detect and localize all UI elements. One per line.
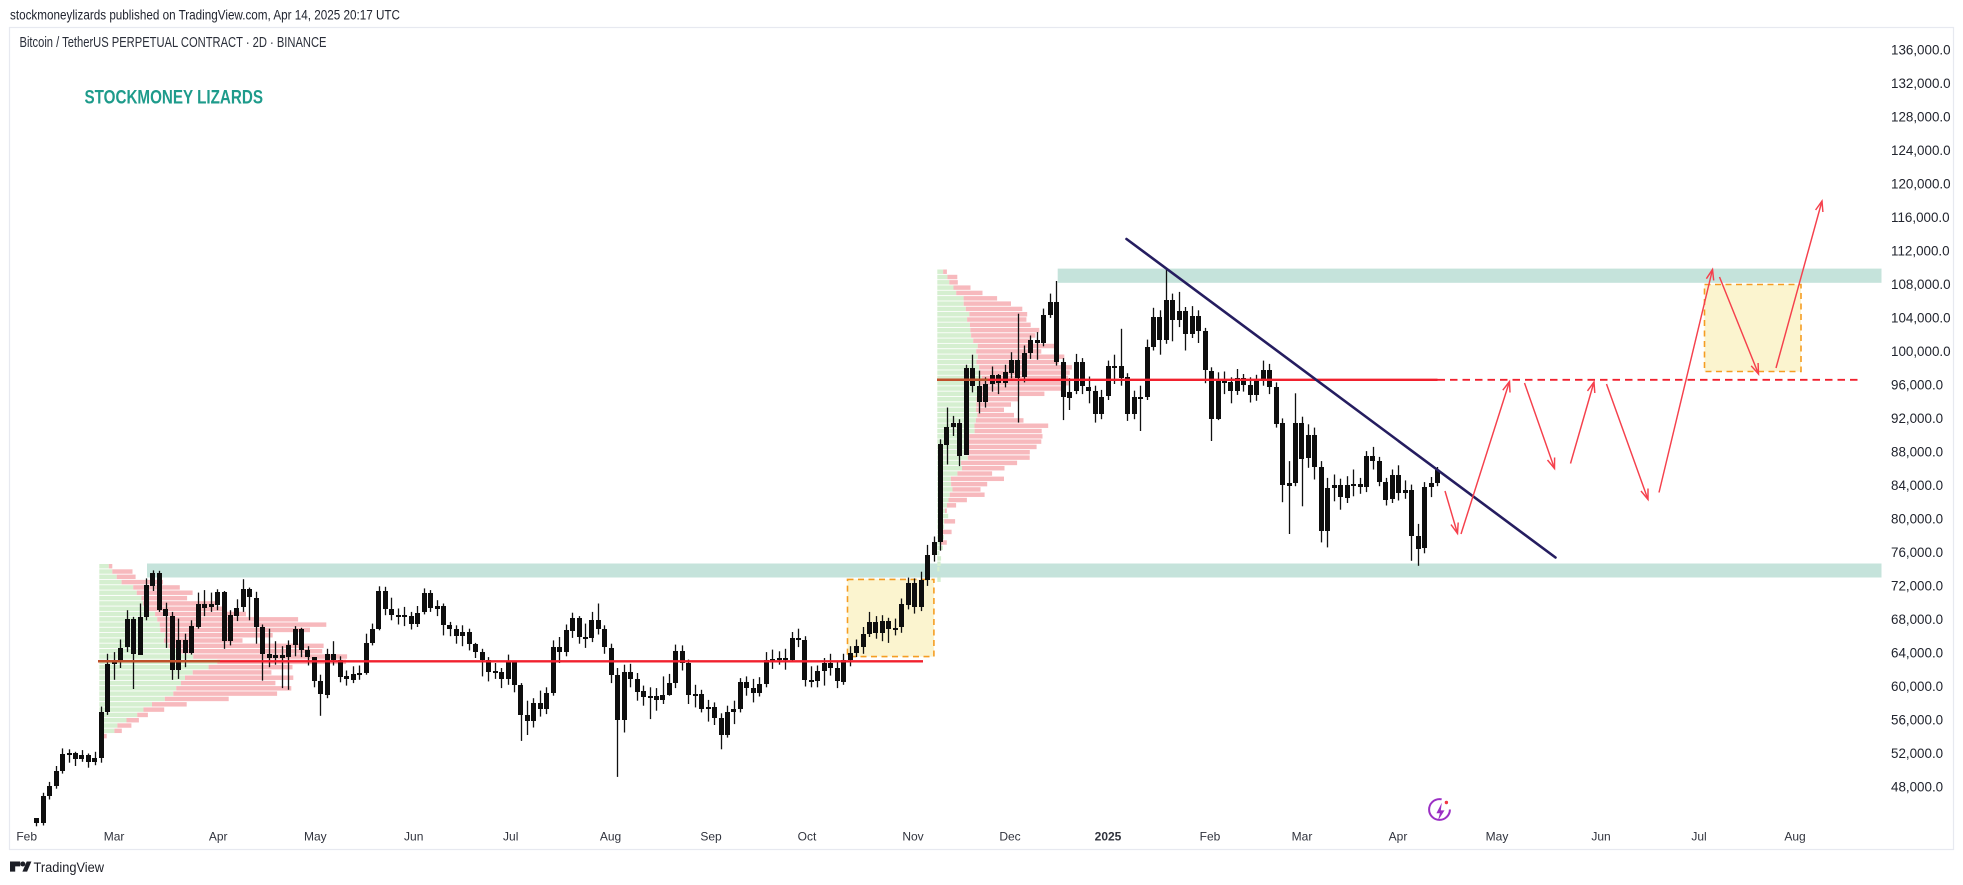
svg-text:2025: 2025 xyxy=(1095,830,1122,844)
svg-text:72,000.0: 72,000.0 xyxy=(1891,579,1943,594)
svg-text:88,000.0: 88,000.0 xyxy=(1891,445,1943,460)
svg-text:116,000.0: 116,000.0 xyxy=(1891,210,1950,225)
svg-text:STOCKMONEY LIZARDS: STOCKMONEY LIZARDS xyxy=(85,87,264,109)
svg-text:Feb: Feb xyxy=(1200,830,1221,844)
svg-text:Mar: Mar xyxy=(1292,830,1313,844)
svg-text:Jun: Jun xyxy=(1591,830,1610,844)
svg-text:Bitcoin / TetherUS PERPETUAL C: Bitcoin / TetherUS PERPETUAL CONTRACT · … xyxy=(20,35,327,51)
svg-text:60,000.0: 60,000.0 xyxy=(1891,679,1943,694)
svg-text:Jun: Jun xyxy=(404,830,423,844)
svg-text:May: May xyxy=(1486,830,1509,844)
svg-text:120,000.0: 120,000.0 xyxy=(1891,177,1951,192)
svg-text:92,000.0: 92,000.0 xyxy=(1891,411,1943,426)
svg-text:Apr: Apr xyxy=(1389,830,1408,844)
svg-text:80,000.0: 80,000.0 xyxy=(1891,512,1943,527)
svg-text:104,000.0: 104,000.0 xyxy=(1891,311,1951,326)
svg-text:Nov: Nov xyxy=(902,830,923,844)
svg-text:64,000.0: 64,000.0 xyxy=(1891,646,1943,661)
svg-text:Sep: Sep xyxy=(700,830,722,844)
svg-text:Feb: Feb xyxy=(16,830,37,844)
svg-text:Jul: Jul xyxy=(1691,830,1706,844)
svg-text:May: May xyxy=(304,830,327,844)
svg-text:56,000.0: 56,000.0 xyxy=(1891,713,1943,728)
svg-text:Aug: Aug xyxy=(600,830,621,844)
svg-text:108,000.0: 108,000.0 xyxy=(1891,277,1951,292)
svg-text:stockmoneylizards published on: stockmoneylizards published on TradingVi… xyxy=(10,8,400,23)
svg-text:Jul: Jul xyxy=(503,830,518,844)
svg-text:Dec: Dec xyxy=(999,830,1020,844)
svg-text:76,000.0: 76,000.0 xyxy=(1891,545,1943,560)
svg-text:68,000.0: 68,000.0 xyxy=(1891,612,1943,627)
svg-text:Oct: Oct xyxy=(798,830,817,844)
svg-text:Apr: Apr xyxy=(209,830,228,844)
svg-text:52,000.0: 52,000.0 xyxy=(1891,746,1943,761)
svg-text:132,000.0: 132,000.0 xyxy=(1891,76,1951,91)
svg-text:124,000.0: 124,000.0 xyxy=(1891,143,1951,158)
svg-text:48,000.0: 48,000.0 xyxy=(1891,780,1943,795)
svg-text:96,000.0: 96,000.0 xyxy=(1891,378,1943,393)
svg-text:84,000.0: 84,000.0 xyxy=(1891,478,1943,493)
svg-text:128,000.0: 128,000.0 xyxy=(1891,110,1951,125)
svg-text:Mar: Mar xyxy=(104,830,125,844)
svg-text:TradingView: TradingView xyxy=(34,860,105,876)
svg-text:100,000.0: 100,000.0 xyxy=(1891,344,1951,359)
svg-text:136,000.0: 136,000.0 xyxy=(1891,43,1951,58)
svg-text:Aug: Aug xyxy=(1784,830,1805,844)
svg-text:112,000.0: 112,000.0 xyxy=(1891,244,1950,259)
